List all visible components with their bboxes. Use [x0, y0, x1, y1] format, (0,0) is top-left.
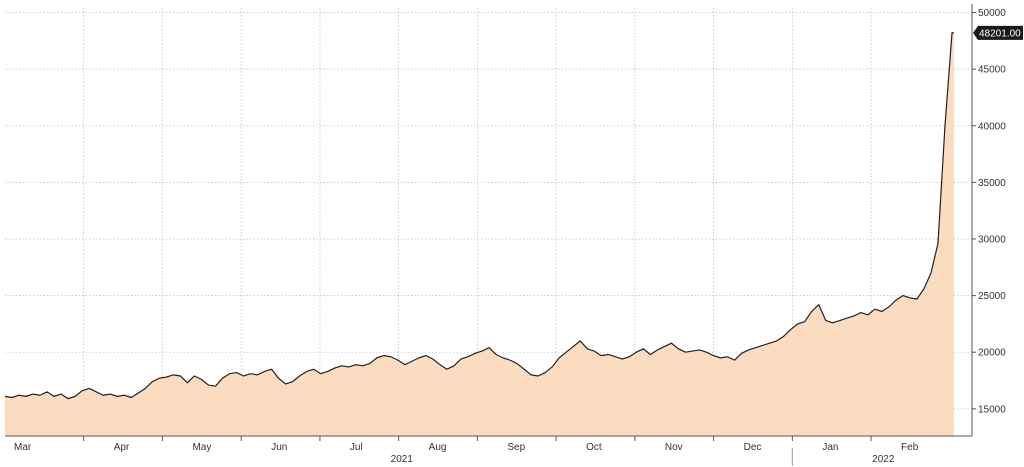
y-tick-label: 15000	[978, 404, 1006, 415]
y-tick-label: 20000	[978, 348, 1006, 359]
x-month-label: Jun	[271, 442, 287, 453]
axes	[5, 4, 976, 466]
x-month-label: Dec	[744, 442, 762, 453]
x-month-label: Mar	[14, 442, 32, 453]
y-tick-label: 35000	[978, 178, 1006, 189]
x-year-label: 2021	[391, 454, 414, 465]
x-month-label: Feb	[901, 442, 919, 453]
x-month-label: Nov	[665, 442, 683, 453]
x-year-label: 2022	[872, 454, 895, 465]
area-fill	[5, 32, 954, 437]
last-value-badge: 48201.00	[973, 25, 1023, 40]
y-tick-label: 40000	[978, 121, 1006, 132]
y-tick-label: 25000	[978, 291, 1006, 302]
last-value-label: 48201.00	[979, 28, 1021, 39]
y-tick-label: 45000	[978, 65, 1006, 76]
x-month-label: Sep	[507, 442, 525, 453]
x-month-label: Aug	[429, 442, 447, 453]
y-tick-label: 30000	[978, 234, 1006, 245]
x-month-label: Oct	[586, 442, 602, 453]
x-month-label: Jan	[822, 442, 838, 453]
y-axis-labels: 15000 20000 25000 30000 35000 40000 45000 50000	[978, 8, 1006, 415]
series-line	[4, 32, 954, 400]
x-month-label: Apr	[114, 442, 130, 453]
grid-lines	[5, 8, 972, 436]
last-value-badge-shape	[973, 25, 1023, 40]
y-tick-label: 50000	[978, 8, 1006, 19]
x-month-label: May	[192, 442, 211, 453]
x-month-label: Jul	[350, 442, 363, 453]
x-axis-labels: Mar Apr May Jun Jul Aug Sep Oct Nov Dec Jan Feb 2021…	[14, 442, 919, 465]
